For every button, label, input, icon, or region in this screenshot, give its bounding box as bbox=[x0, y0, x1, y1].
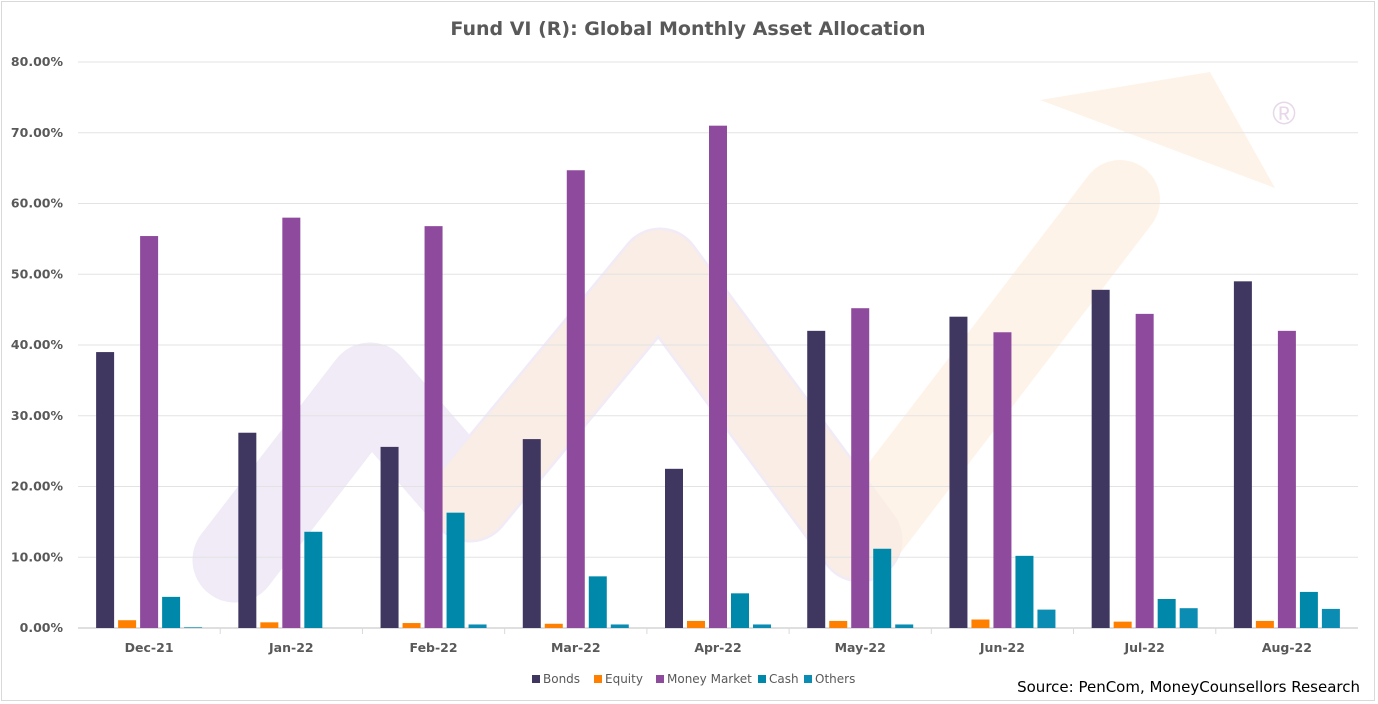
bar-others bbox=[610, 624, 629, 628]
legend-label: Others bbox=[815, 672, 855, 686]
bar-equity bbox=[1255, 620, 1274, 628]
x-tick-label: Apr-22 bbox=[694, 640, 741, 655]
bar-equity bbox=[1113, 621, 1132, 628]
bar-bonds bbox=[522, 439, 541, 628]
x-tick-label: Aug-22 bbox=[1262, 640, 1312, 655]
legend-label: Equity bbox=[605, 672, 643, 686]
bar-others bbox=[184, 627, 203, 628]
bar-others bbox=[753, 624, 771, 628]
legend-swatch bbox=[656, 675, 664, 683]
bar-money-market bbox=[1277, 330, 1296, 628]
y-tick-label: 20.00% bbox=[11, 479, 64, 494]
y-tick-label: 80.00% bbox=[11, 54, 64, 69]
bar-cash bbox=[731, 593, 749, 628]
bar-money-market bbox=[282, 217, 301, 628]
bar-cash bbox=[304, 531, 323, 628]
y-tick-label: 40.00% bbox=[11, 337, 64, 352]
bar-cash bbox=[446, 512, 465, 628]
bar-bonds bbox=[807, 330, 826, 628]
bar-equity bbox=[687, 620, 705, 628]
legend-label: Cash bbox=[769, 672, 799, 686]
y-tick-label: 30.00% bbox=[11, 408, 64, 423]
bar-money-market bbox=[993, 332, 1012, 628]
bar-money-market bbox=[424, 226, 443, 628]
bar-bonds bbox=[1091, 289, 1110, 628]
y-tick-label: 50.00% bbox=[11, 266, 64, 281]
x-tick-label: Jul-22 bbox=[1123, 640, 1164, 655]
bar-others bbox=[895, 624, 914, 628]
bar-others bbox=[468, 624, 487, 628]
legend-label: Money Market bbox=[667, 672, 752, 686]
x-tick-label: Mar-22 bbox=[551, 640, 601, 655]
x-tick-label: May-22 bbox=[835, 640, 886, 655]
bar-bonds bbox=[1233, 281, 1252, 628]
y-tick-label: 10.00% bbox=[11, 549, 64, 564]
legend-swatch bbox=[804, 675, 812, 683]
bar-equity bbox=[829, 620, 848, 628]
bar-money-market bbox=[851, 308, 870, 628]
bar-bonds bbox=[949, 316, 968, 628]
bar-equity bbox=[544, 623, 563, 628]
bar-cash bbox=[873, 548, 892, 628]
legend-swatch bbox=[532, 675, 540, 683]
bar-cash bbox=[1299, 591, 1318, 628]
legend-swatch bbox=[758, 675, 766, 683]
legend-swatch bbox=[594, 675, 602, 683]
bar-bonds bbox=[238, 432, 257, 628]
x-tick-label: Feb-22 bbox=[410, 640, 458, 655]
bar-money-market bbox=[1135, 313, 1154, 628]
x-tick-label: Jan-22 bbox=[268, 640, 314, 655]
bar-money-market bbox=[566, 170, 585, 628]
bar-cash bbox=[1157, 598, 1176, 628]
bar-others bbox=[1179, 608, 1198, 628]
source-note: Source: PenCom, MoneyCounsellors Researc… bbox=[1017, 678, 1360, 696]
bar-others bbox=[1321, 608, 1340, 628]
bar-bonds bbox=[665, 468, 683, 628]
bar-bonds bbox=[96, 352, 115, 628]
y-tick-label: 60.00% bbox=[11, 196, 64, 211]
bar-cash bbox=[588, 576, 607, 628]
bar-others bbox=[1037, 609, 1056, 628]
chart-title: Fund VI (R): Global Monthly Asset Alloca… bbox=[450, 18, 925, 40]
bar-money-market bbox=[709, 125, 727, 629]
bar-money-market bbox=[140, 236, 159, 629]
y-tick-label: 70.00% bbox=[11, 125, 64, 140]
bar-equity bbox=[971, 619, 990, 628]
x-tick-label: Dec-21 bbox=[125, 640, 174, 655]
legend-label: Bonds bbox=[543, 672, 580, 686]
watermark-registered-mark: ® bbox=[1272, 95, 1296, 131]
bar-equity bbox=[118, 620, 137, 628]
y-tick-label: 0.00% bbox=[20, 620, 64, 635]
bar-equity bbox=[402, 623, 421, 628]
bar-equity bbox=[260, 622, 279, 628]
bar-cash bbox=[1015, 555, 1034, 628]
bar-cash bbox=[162, 596, 181, 628]
x-tick-label: Jun-22 bbox=[979, 640, 1025, 655]
bar-bonds bbox=[380, 446, 399, 628]
